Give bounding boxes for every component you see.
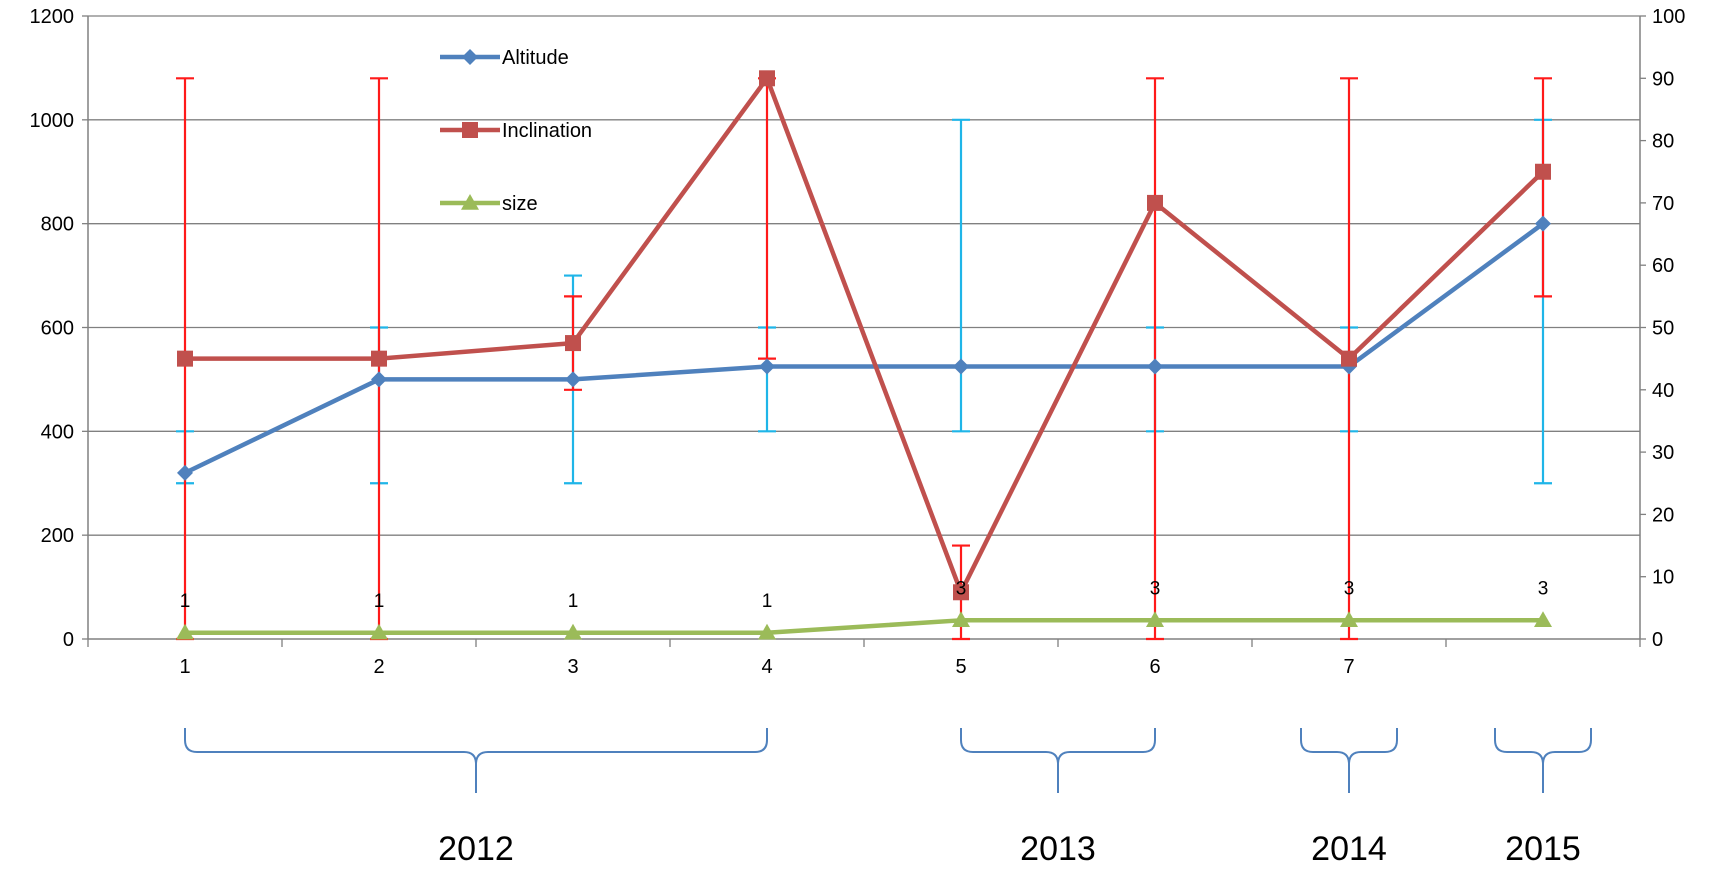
marker-size xyxy=(370,623,388,640)
series-line-size xyxy=(185,618,1543,636)
marker-altitude xyxy=(953,358,969,375)
marker-inclination xyxy=(177,350,193,367)
marker-size xyxy=(1534,611,1552,628)
legend-label-size: size xyxy=(502,193,538,215)
y-left-tick-label: 0 xyxy=(63,629,74,651)
y-right-tick-label: 70 xyxy=(1652,193,1674,215)
y-left-tick-label: 800 xyxy=(41,214,74,236)
series-lines xyxy=(184,76,1545,636)
marker-altitude xyxy=(1535,215,1551,232)
legend: Altitude Inclination size xyxy=(440,47,592,215)
y-right-tick-label: 80 xyxy=(1652,131,1674,153)
x-tick-label: 5 xyxy=(955,656,966,678)
year-label-2015: 2015 xyxy=(1505,830,1581,868)
marker-altitude xyxy=(177,464,193,481)
year-groups: 2012 2013 2014 2015 xyxy=(184,728,1592,868)
year-label-2012: 2012 xyxy=(438,830,514,868)
x-tick-label: 1 xyxy=(179,656,190,678)
marker-altitude xyxy=(759,358,775,375)
y-left-tick-label: 200 xyxy=(41,525,74,547)
marker-inclination xyxy=(1147,194,1163,211)
axes xyxy=(82,15,1646,647)
legend-label-inclination: Inclination xyxy=(502,120,592,142)
marker-inclination xyxy=(371,350,387,367)
legend-marker-size xyxy=(461,194,479,210)
y-right-tick-label: 0 xyxy=(1652,629,1663,651)
year-brace-2014 xyxy=(1300,728,1398,793)
year-brace-2013 xyxy=(960,728,1156,793)
year-brace-2012 xyxy=(184,728,768,793)
y-right-tick-label: 20 xyxy=(1652,504,1674,526)
data-label-size: 1 xyxy=(762,591,773,612)
data-label-size: 3 xyxy=(1538,578,1549,599)
year-label-2014: 2014 xyxy=(1311,830,1387,868)
legend-label-altitude: Altitude xyxy=(502,47,569,69)
marker-size xyxy=(1340,611,1358,628)
data-label-size: 1 xyxy=(180,591,191,612)
x-tick-label: 3 xyxy=(567,656,578,678)
series-markers xyxy=(176,70,1552,640)
marker-inclination xyxy=(1341,350,1357,367)
y-right-tick-label: 40 xyxy=(1652,380,1674,402)
data-label-size: 3 xyxy=(1344,578,1355,599)
x-tick-label: 6 xyxy=(1149,656,1160,678)
y-left-tick-label: 1000 xyxy=(30,110,75,132)
y-right-tick-label: 50 xyxy=(1652,318,1674,340)
data-label-size: 1 xyxy=(568,591,579,612)
legend-marker-inclination xyxy=(462,122,478,138)
marker-inclination xyxy=(1535,163,1551,180)
legend-marker-altitude xyxy=(462,49,478,65)
y-right-tick-label: 100 xyxy=(1652,6,1685,28)
tick-labels: 0 200 400 600 800 1000 1200 0 10 20 30 40 50 60 70 80 90… xyxy=(30,6,1686,678)
marker-inclination xyxy=(953,584,969,601)
series-line-inclination xyxy=(185,76,1545,595)
marker-size xyxy=(176,623,194,640)
year-label-2013: 2013 xyxy=(1020,830,1096,868)
marker-altitude xyxy=(565,371,581,388)
marker-size xyxy=(758,623,776,640)
y-left-tick-label: 600 xyxy=(41,318,74,340)
marker-size xyxy=(1146,611,1164,628)
y-right-tick-label: 30 xyxy=(1652,442,1674,464)
series-line-altitude xyxy=(184,221,1545,475)
y-left-tick-label: 400 xyxy=(41,421,74,443)
y-right-tick-label: 90 xyxy=(1652,68,1674,90)
data-labels: 1 1 1 1 3 3 3 3 xyxy=(180,578,1549,611)
y-right-tick-label: 60 xyxy=(1652,255,1674,277)
data-label-size: 3 xyxy=(956,578,967,599)
marker-size xyxy=(952,611,970,628)
x-tick-label: 4 xyxy=(761,656,772,678)
marker-altitude xyxy=(371,371,387,388)
y-right-tick-label: 10 xyxy=(1652,567,1674,589)
marker-size xyxy=(564,623,582,640)
year-brace-2015 xyxy=(1494,728,1592,793)
x-tick-label: 7 xyxy=(1343,656,1354,678)
x-tick-label: 2 xyxy=(373,656,384,678)
data-label-size: 3 xyxy=(1150,578,1161,599)
marker-altitude xyxy=(1147,358,1163,375)
gridlines xyxy=(88,15,1640,536)
marker-inclination xyxy=(759,70,775,87)
y-left-tick-label: 1200 xyxy=(30,6,75,28)
marker-inclination xyxy=(565,335,581,352)
data-label-size: 1 xyxy=(374,591,385,612)
